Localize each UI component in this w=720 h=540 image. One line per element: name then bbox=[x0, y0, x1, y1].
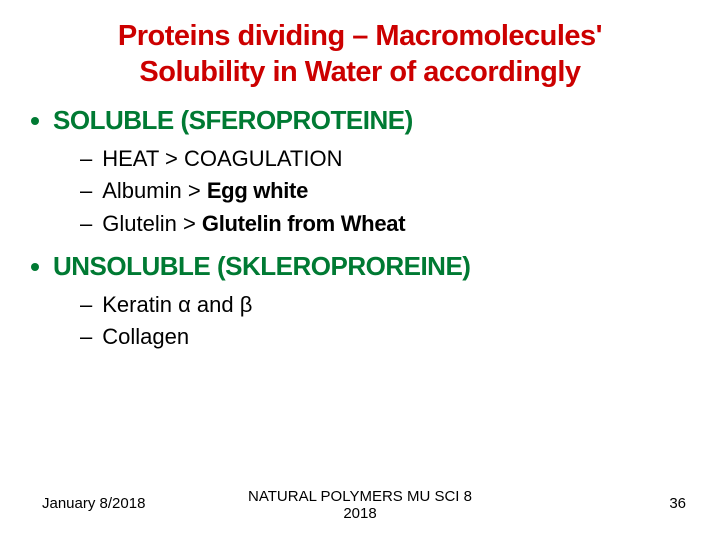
main-bullet-label: UNSOLUBLE (SKLEROPROREINE) bbox=[53, 251, 470, 282]
footer-center-line1: NATURAL POLYMERS MU SCI 8 bbox=[248, 488, 472, 505]
main-bullet-unsoluble: UNSOLUBLE (SKLEROPROREINE) bbox=[28, 251, 692, 282]
sublist-unsoluble: – Keratin α and β – Collagen bbox=[80, 290, 692, 352]
footer-center-line2: 2018 bbox=[343, 505, 376, 522]
title-line-1: Proteins dividing – Macromolecules' bbox=[118, 20, 602, 52]
sub-text: Collagen bbox=[102, 322, 189, 352]
footer-course: NATURAL POLYMERS MU SCI 8 2018 bbox=[210, 488, 510, 522]
sub-prefix: Keratin α and β bbox=[102, 292, 252, 317]
sub-bold: Egg white bbox=[207, 178, 308, 203]
slide: Proteins dividing – Macromolecules' Solu… bbox=[0, 0, 720, 540]
sub-text: HEAT > COAGULATION bbox=[102, 144, 342, 174]
main-bullet-soluble: SOLUBLE (SFEROPROTEINE) bbox=[28, 105, 692, 136]
main-bullet-label: SOLUBLE (SFEROPROTEINE) bbox=[53, 105, 413, 136]
dash-icon: – bbox=[80, 144, 92, 174]
sub-prefix: Albumin > bbox=[102, 178, 207, 203]
dash-icon: – bbox=[80, 176, 92, 206]
sublist-soluble: – HEAT > COAGULATION – Albumin > Egg whi… bbox=[80, 144, 692, 239]
bullet-dot-icon bbox=[31, 117, 39, 125]
dash-icon: – bbox=[80, 322, 92, 352]
sub-prefix: Collagen bbox=[102, 324, 189, 349]
sub-prefix: HEAT > COAGULATION bbox=[102, 146, 342, 171]
title-line-2: Solubility in Water of accordingly bbox=[139, 56, 580, 88]
sub-text: Albumin > Egg white bbox=[102, 176, 308, 206]
sub-bold: Glutelin from Wheat bbox=[202, 211, 405, 236]
sub-text: Glutelin > Glutelin from Wheat bbox=[102, 209, 405, 239]
sub-text: Keratin α and β bbox=[102, 290, 252, 320]
bullet-dot-icon bbox=[31, 263, 39, 271]
dash-icon: – bbox=[80, 209, 92, 239]
sub-item: – HEAT > COAGULATION bbox=[80, 144, 692, 174]
footer-page-number: 36 bbox=[669, 495, 686, 512]
sub-item: – Glutelin > Glutelin from Wheat bbox=[80, 209, 692, 239]
sub-item: – Collagen bbox=[80, 322, 692, 352]
sub-prefix: Glutelin > bbox=[102, 211, 202, 236]
footer-date: January 8/2018 bbox=[42, 495, 145, 512]
slide-title: Proteins dividing – Macromolecules' Solu… bbox=[28, 18, 692, 91]
sub-item: – Keratin α and β bbox=[80, 290, 692, 320]
sub-item: – Albumin > Egg white bbox=[80, 176, 692, 206]
dash-icon: – bbox=[80, 290, 92, 320]
